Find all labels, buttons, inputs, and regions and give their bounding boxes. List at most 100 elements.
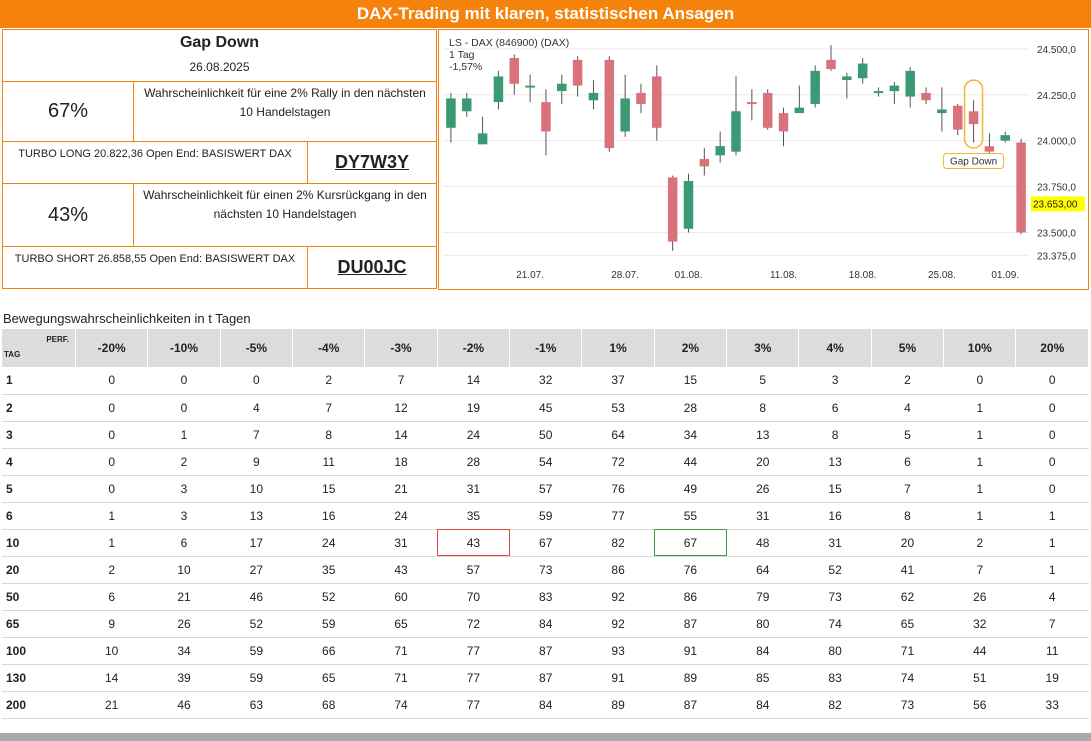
table-row: 5 0 3 10 15 21 31 57 76 49 26 15 7 1 0	[2, 475, 1089, 503]
table-cell: 80	[798, 637, 872, 665]
table-cell: 27	[220, 556, 293, 584]
table-cell: 12	[364, 394, 438, 422]
table-cell: 2	[75, 556, 148, 584]
table-row: 4 0 2 9 11 18 28 54 72 44 20 13 6 1 0	[2, 448, 1089, 476]
turbo-short-code[interactable]: DU00JC	[307, 246, 437, 289]
decline-text: Wahrscheinlichkeit für einen 2% Kursrück…	[133, 183, 437, 247]
table-cell: 1	[75, 529, 148, 557]
table-cell: 14	[437, 367, 510, 395]
table-cell: 84	[726, 637, 799, 665]
turbo-short-code-link[interactable]: DU00JC	[337, 257, 407, 277]
table-cell: 76	[581, 475, 655, 503]
candle	[794, 85, 805, 114]
y-tick-label: 23.500,0	[1037, 228, 1076, 239]
table-cell: 11	[1015, 637, 1089, 665]
candle-body	[572, 59, 583, 86]
table-cell: 2	[147, 448, 221, 476]
page-title: DAX-Trading mit klaren, statistischen An…	[356, 4, 735, 23]
table-cell: 28	[437, 448, 510, 476]
decline-percent: 43%	[2, 183, 134, 247]
table-cell: 67	[509, 529, 582, 557]
table-cell: 91	[654, 637, 727, 665]
table-cell: 4	[871, 394, 944, 422]
row-day-label: 200	[2, 691, 76, 719]
candle-body	[667, 177, 678, 242]
column-header: 10%	[943, 329, 1017, 367]
candle	[699, 148, 710, 176]
table-cell: 73	[871, 691, 944, 719]
candle-body	[857, 63, 868, 79]
table-cell: 43	[364, 556, 438, 584]
table-cell: 7	[1015, 610, 1089, 638]
table-cell: 0	[943, 367, 1016, 395]
table-cell: 57	[437, 556, 510, 584]
table-cell: 46	[147, 691, 221, 719]
candle	[572, 56, 583, 97]
table-cell: 77	[581, 502, 655, 530]
candle-body	[620, 98, 630, 132]
candle-body	[921, 92, 931, 101]
table-cell: 2	[871, 367, 944, 395]
table-cell: 1	[1015, 502, 1089, 530]
candle	[889, 81, 900, 104]
table-cell: 15	[654, 367, 727, 395]
table-cell: 4	[220, 394, 293, 422]
table-cell: 65	[364, 610, 438, 638]
rally-percent: 67%	[2, 81, 134, 142]
table-cell: 82	[581, 529, 655, 557]
table-cell: 26	[943, 583, 1016, 611]
table-cell: 52	[798, 556, 872, 584]
candle	[525, 74, 535, 103]
row-day-label: 100	[2, 637, 76, 665]
row-day-label: 5	[2, 475, 76, 503]
candle	[762, 89, 773, 130]
table-cell: 13	[798, 448, 872, 476]
table-cell: 87	[654, 691, 727, 719]
candle	[509, 54, 520, 95]
table-cell: 18	[364, 448, 438, 476]
candle-body	[493, 76, 504, 103]
table-cell: 19	[1015, 664, 1089, 692]
column-header: -4%	[292, 329, 366, 367]
table-row: 3 0 1 7 8 14 24 50 64 34 13 8 5 1 0	[2, 421, 1089, 449]
table-cell: 14	[75, 664, 148, 692]
table-cell: 1	[943, 448, 1016, 476]
column-header: -2%	[437, 329, 511, 367]
candle	[731, 76, 741, 156]
table-cell: 13	[220, 502, 293, 530]
table-cell: 50	[509, 421, 582, 449]
candle	[493, 70, 504, 110]
dax-chart-frame: LS - DAX (846900) (DAX) 1 Tag -1,57% 24.…	[438, 29, 1089, 290]
column-header: 4%	[798, 329, 872, 367]
table-cell: 86	[654, 583, 727, 611]
table-cell: 7	[220, 421, 293, 449]
table-row: 65 9 26 52 59 65 72 84 92 87 80 74 65 32 7	[2, 610, 1089, 638]
turbo-long-code[interactable]: DY7W3Y	[307, 141, 437, 184]
table-cell: 6	[147, 529, 221, 557]
table-cell: 7	[943, 556, 1016, 584]
candle-body	[842, 76, 852, 81]
table-row: 1 0 0 0 2 7 14 32 37 15 5 3 2 0 0	[2, 367, 1089, 395]
column-header: 20%	[1015, 329, 1089, 367]
table-cell: 0	[75, 448, 148, 476]
highlighted-cell: 67	[654, 529, 727, 557]
table-cell: 57	[509, 475, 582, 503]
candle-body	[873, 91, 884, 94]
table-cell: 77	[437, 691, 510, 719]
table-row: 50 6 21 46 52 60 70 83 92 86 79 73 62 26 4	[2, 583, 1089, 611]
dax-candlestick-chart: LS - DAX (846900) (DAX) 1 Tag -1,57% 24.…	[443, 37, 1085, 281]
table-cell: 74	[871, 664, 944, 692]
candle	[477, 116, 488, 145]
table-cell: 63	[220, 691, 293, 719]
table-cell: 33	[1015, 691, 1089, 719]
turbo-long-code-link[interactable]: DY7W3Y	[334, 152, 410, 172]
table-caption: Bewegungswahrscheinlichkeiten in t Tagen	[3, 311, 251, 326]
table-cell: 49	[654, 475, 727, 503]
table-cell: 86	[581, 556, 655, 584]
table-cell: 6	[75, 583, 148, 611]
candle	[446, 92, 456, 143]
table-row: 10 1 6 17 24 31 43 67 82 67 48 31 20 2 1	[2, 529, 1089, 557]
table-cell: 0	[75, 367, 148, 395]
table-cell: 41	[871, 556, 944, 584]
x-tick-label: 01.08.	[675, 270, 703, 281]
